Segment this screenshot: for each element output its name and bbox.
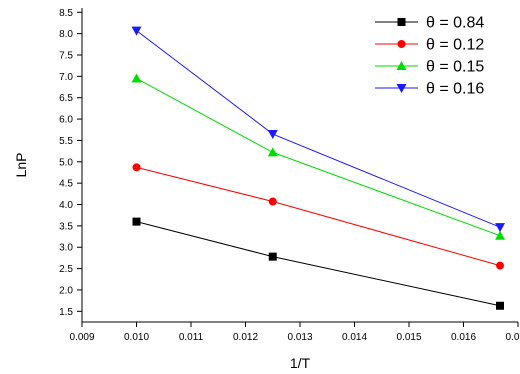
legend: θ = 0.84 θ = 0.12 θ = 0.15 θ = 0.16 xyxy=(375,15,484,98)
x-tick-label: 0.012 xyxy=(233,332,258,343)
y-tick-label: 1.5 xyxy=(59,307,73,318)
series-2 xyxy=(131,73,506,240)
series-line xyxy=(136,78,501,237)
data-point xyxy=(495,230,506,240)
y-tick-label: 5.0 xyxy=(59,157,73,168)
series-3 xyxy=(131,26,506,233)
x-tick-label: 0.017 xyxy=(505,332,520,343)
series-group xyxy=(131,26,506,310)
data-point xyxy=(131,26,142,36)
data-point xyxy=(132,217,141,226)
series-line xyxy=(136,221,501,307)
legend-label: θ = 0.84 xyxy=(426,15,484,32)
x-ticks: 0.009 0.010 0.011 0.012 0.013 0.014 0.015 0.016… xyxy=(69,322,520,343)
x-tick-label: 0.016 xyxy=(451,332,476,343)
legend-label: θ = 0.16 xyxy=(426,81,484,98)
y-tick-label: 8.0 xyxy=(59,29,73,40)
data-point xyxy=(268,197,277,206)
y-tick-label: 7.0 xyxy=(59,72,73,83)
y-tick-label: 3.5 xyxy=(59,221,73,232)
data-point xyxy=(267,147,278,157)
series-0 xyxy=(132,217,505,310)
x-tick-label: 0.010 xyxy=(124,332,149,343)
legend-item: θ = 0.15 xyxy=(375,59,484,76)
legend-marker xyxy=(396,84,407,93)
y-tick-label: 2.0 xyxy=(59,285,73,296)
y-axis-label: LnP xyxy=(13,153,29,178)
x-tick-label: 0.009 xyxy=(69,332,94,343)
y-tick-label: 6.5 xyxy=(59,93,73,104)
data-point xyxy=(131,73,142,83)
x-tick-label: 0.014 xyxy=(342,332,367,343)
legend-marker xyxy=(397,18,406,26)
plot-area xyxy=(81,8,518,323)
data-point xyxy=(132,163,141,172)
y-tick-label: 4.5 xyxy=(59,179,73,190)
y-tick-label: 7.5 xyxy=(59,50,73,61)
data-point xyxy=(496,261,505,270)
data-point xyxy=(496,301,505,310)
legend-item: θ = 0.16 xyxy=(375,81,484,98)
legend-item: θ = 0.12 xyxy=(375,37,484,54)
y-tick-label: 6.0 xyxy=(59,115,73,126)
x-tick-label: 0.011 xyxy=(179,332,204,343)
series-line xyxy=(136,166,501,267)
x-tick-label: 0.013 xyxy=(287,332,312,343)
data-point xyxy=(267,130,278,140)
legend-marker xyxy=(396,61,407,70)
y-tick-label: 5.5 xyxy=(59,136,73,147)
y-tick-label: 3.0 xyxy=(59,243,73,254)
series-1 xyxy=(132,163,505,270)
data-point xyxy=(268,252,277,261)
legend-marker xyxy=(397,40,406,48)
y-ticks: 1.5 2.0 2.5 3.0 3.5 4.0 4.5 5.0 5.5 6.0 6.5 7.0 7.5 8… xyxy=(59,8,82,318)
x-tick-label: 0.015 xyxy=(396,332,421,343)
y-tick-label: 8.5 xyxy=(59,8,73,19)
y-tick-label: 2.5 xyxy=(59,264,73,275)
legend-label: θ = 0.15 xyxy=(426,59,484,76)
x-axis-label: 1/T xyxy=(290,355,311,371)
y-tick-label: 4.0 xyxy=(59,200,73,211)
legend-item: θ = 0.84 xyxy=(375,15,484,32)
legend-label: θ = 0.12 xyxy=(426,37,484,54)
data-point xyxy=(495,223,506,233)
